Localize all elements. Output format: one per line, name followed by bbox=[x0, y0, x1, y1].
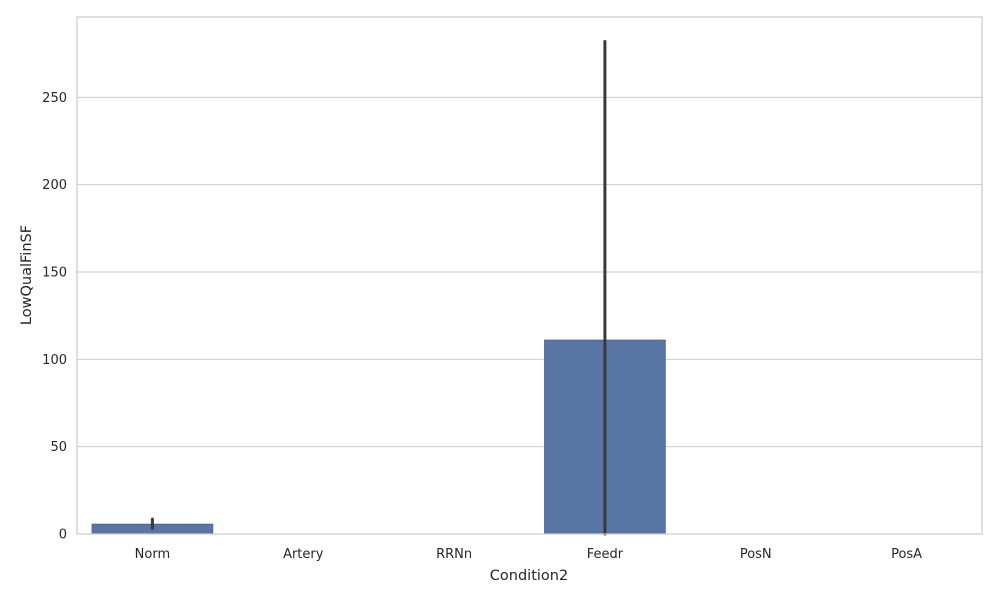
y-axis-label: LowQualFinSF bbox=[19, 225, 35, 325]
plot-frame bbox=[76, 16, 983, 535]
y-tick-label: 200 bbox=[42, 178, 67, 193]
x-axis-label: Condition2 bbox=[490, 568, 568, 584]
y-tick-label: 250 bbox=[42, 91, 67, 106]
y-tick-label: 150 bbox=[42, 266, 67, 281]
x-tick-label: PosA bbox=[891, 547, 922, 562]
y-tick-label: 100 bbox=[42, 353, 67, 368]
x-tick-label: RRNn bbox=[436, 547, 472, 562]
error-bars bbox=[150, 39, 607, 536]
bars bbox=[91, 339, 666, 535]
x-tick-label: PosN bbox=[740, 547, 772, 562]
x-tick-label: Feedr bbox=[587, 547, 624, 562]
y-tick-label: 50 bbox=[50, 440, 67, 455]
grid-lines bbox=[77, 96, 982, 535]
x-tick-labels: Norm Artery RRNn Feedr PosN PosA bbox=[135, 547, 923, 562]
x-tick-label: Norm bbox=[135, 547, 170, 562]
y-tick-label: 0 bbox=[59, 528, 67, 543]
y-tick-labels: 0 50 100 150 200 250 bbox=[42, 91, 67, 543]
x-tick-label: Artery bbox=[283, 547, 324, 562]
